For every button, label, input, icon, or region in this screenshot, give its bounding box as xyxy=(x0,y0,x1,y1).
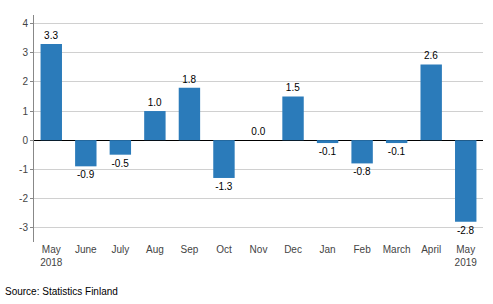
svg-text:3.3: 3.3 xyxy=(44,30,58,41)
svg-text:Dec: Dec xyxy=(284,244,302,255)
svg-text:March: March xyxy=(383,244,411,255)
svg-text:Sep: Sep xyxy=(181,244,199,255)
svg-text:0.0: 0.0 xyxy=(251,126,265,137)
svg-text:June: June xyxy=(75,244,97,255)
svg-text:-0.9: -0.9 xyxy=(77,169,95,180)
svg-text:Source: Statistics Finland: Source: Statistics Finland xyxy=(5,286,118,297)
svg-text:4: 4 xyxy=(22,18,28,29)
svg-text:Aug: Aug xyxy=(146,244,164,255)
svg-text:1.8: 1.8 xyxy=(182,74,196,85)
svg-text:-0.1: -0.1 xyxy=(319,146,337,157)
svg-text:-1: -1 xyxy=(19,164,28,175)
svg-text:3: 3 xyxy=(22,47,28,58)
svg-text:-3: -3 xyxy=(19,222,28,233)
svg-text:Nov: Nov xyxy=(250,244,268,255)
svg-text:-0.8: -0.8 xyxy=(353,166,371,177)
svg-text:Oct: Oct xyxy=(216,244,232,255)
svg-text:April: April xyxy=(421,244,441,255)
svg-text:-1.3: -1.3 xyxy=(215,181,233,192)
svg-text:-2: -2 xyxy=(19,193,28,204)
svg-text:1.5: 1.5 xyxy=(286,82,300,93)
svg-text:2: 2 xyxy=(22,76,28,87)
svg-text:Feb: Feb xyxy=(354,244,372,255)
svg-text:May2019: May2019 xyxy=(455,244,478,268)
svg-text:0: 0 xyxy=(22,135,28,146)
svg-text:Jan: Jan xyxy=(320,244,336,255)
svg-text:1.0: 1.0 xyxy=(148,97,162,108)
svg-text:May2018: May2018 xyxy=(40,244,63,268)
svg-text:-2.8: -2.8 xyxy=(457,225,475,236)
svg-text:-0.5: -0.5 xyxy=(112,158,130,169)
svg-text:July: July xyxy=(111,244,129,255)
svg-text:1: 1 xyxy=(22,106,28,117)
svg-text:2.6: 2.6 xyxy=(424,50,438,61)
svg-text:-0.1: -0.1 xyxy=(388,146,406,157)
